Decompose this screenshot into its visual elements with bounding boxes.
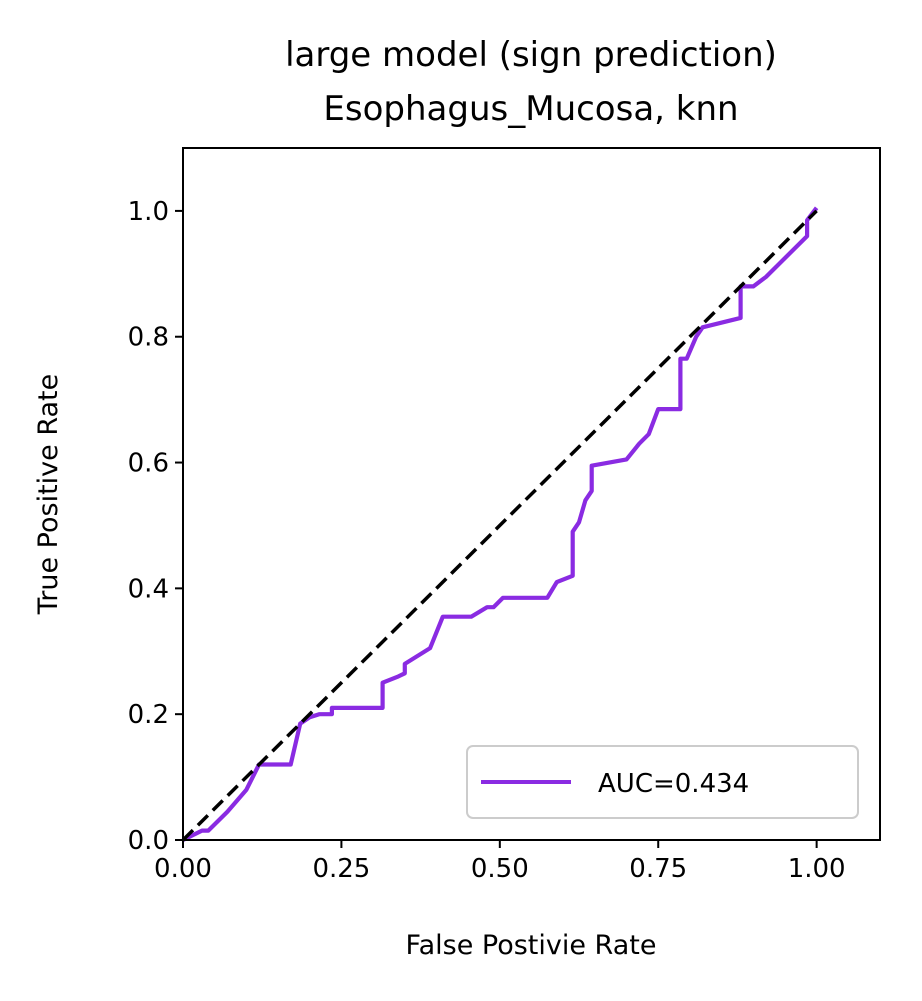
y-tick-label: 0.4 <box>128 574 169 604</box>
x-axis-ticks: 0.00 0.25 0.50 0.75 1.00 <box>154 840 846 884</box>
y-tick-label: 0.6 <box>128 449 169 479</box>
plot-frame <box>182 147 881 841</box>
y-tick-label: 0.2 <box>128 700 169 730</box>
legend-label: AUC=0.434 <box>598 769 749 799</box>
chart-title-line1: large model (sign prediction) <box>285 35 777 75</box>
chance-diagonal-line <box>181 209 818 842</box>
y-tick-label: 0.0 <box>128 826 169 856</box>
x-tick-label: 0.00 <box>154 854 212 884</box>
legend-box <box>466 745 859 819</box>
x-tick-label: 0.75 <box>629 854 687 884</box>
x-tick-label: 0.25 <box>312 854 370 884</box>
y-axis-label: True Positive Rate <box>33 374 64 616</box>
legend: AUC=0.434 <box>466 745 859 819</box>
y-axis-ticks: 0.0 0.2 0.4 0.6 0.8 1.0 <box>128 197 183 856</box>
series-layer <box>181 206 819 842</box>
x-axis-label: False Postivie Rate <box>406 930 657 961</box>
y-tick-label: 0.8 <box>128 323 169 353</box>
x-tick-label: 1.00 <box>788 854 846 884</box>
x-tick-label: 0.50 <box>471 854 529 884</box>
chart-title-line2: Esophagus_Mucosa, knn <box>323 89 738 129</box>
plot-area <box>181 147 881 842</box>
y-tick-label: 1.0 <box>128 197 169 227</box>
